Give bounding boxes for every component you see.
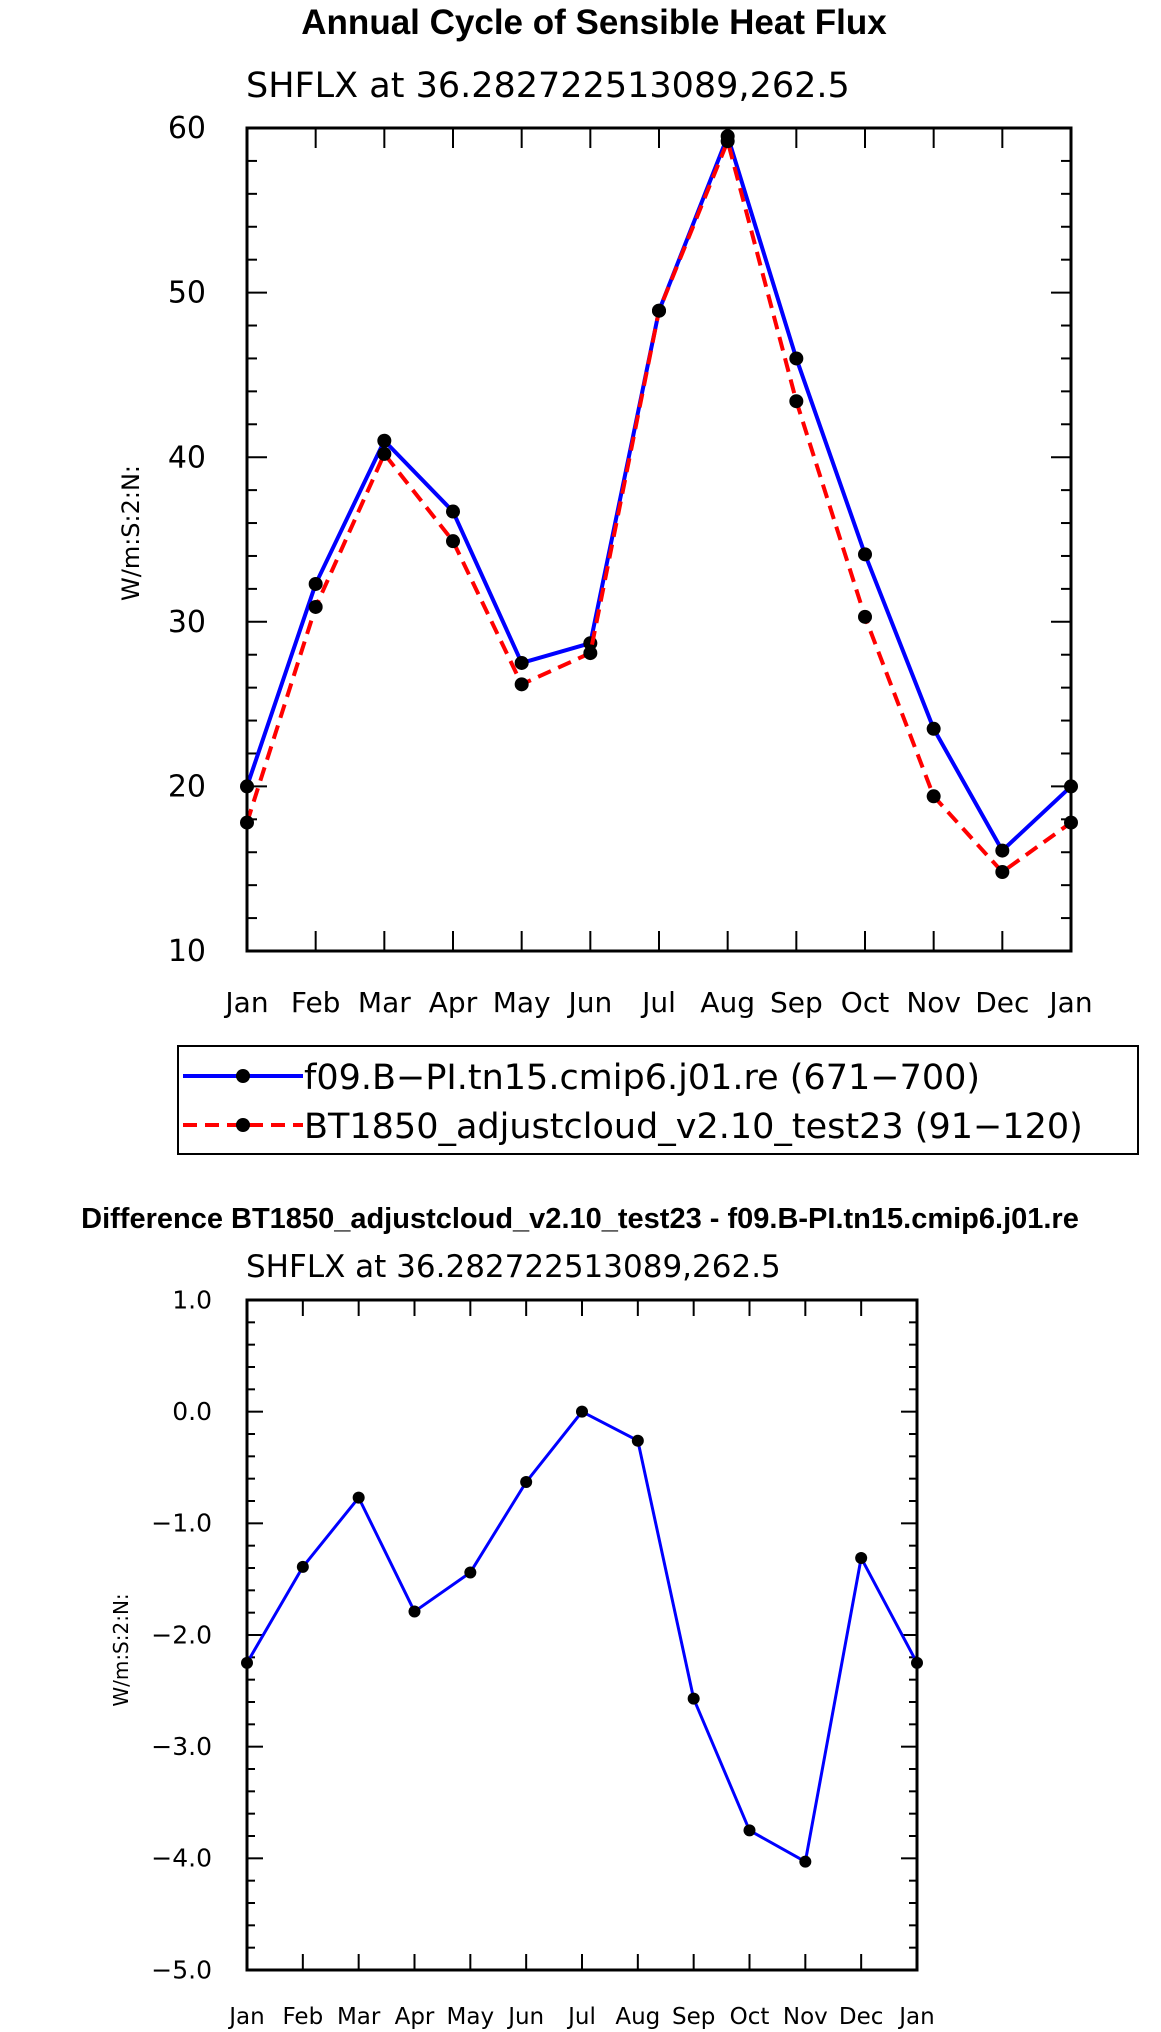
bottom-series-0-point	[408, 1605, 421, 1618]
legend-label-control: f09.B−PI.tn15.cmip6.j01.re (671−700)	[304, 1058, 980, 1098]
top-series-0-point	[789, 351, 804, 366]
bottom-series-0-point	[743, 1824, 756, 1837]
top-ytick-label: 50	[168, 276, 206, 311]
bottom-chart-subtitle: SHFLX at 36.282722513089,262.5	[246, 1249, 781, 1285]
bottom-series-0-point	[631, 1434, 644, 1447]
top-xtick-label: Feb	[291, 986, 341, 1019]
bottom-series-0-point	[687, 1692, 700, 1705]
legend: f09.B−PI.tn15.cmip6.j01.re (671−700) BT1…	[177, 1045, 1139, 1155]
top-series-1-point	[995, 864, 1010, 879]
legend-marker-control	[236, 1069, 250, 1083]
top-xtick-label: Sep	[770, 986, 823, 1019]
top-series-1-point	[377, 446, 392, 461]
top-ytick-label: 20	[168, 769, 206, 804]
top-series-1-point	[583, 646, 598, 661]
bottom-xtick-label: Sep	[672, 2004, 715, 2030]
top-series-1-point	[858, 609, 872, 624]
bottom-chart-axes: Jan Feb Mar Apr May Jun Jul Aug Sep Oct Nov Dec Jan−…	[151, 1285, 934, 2030]
bottom-ytick-label: −2.0	[151, 1620, 212, 1649]
top-chart-frame	[245, 126, 1073, 953]
top-series-1-point	[514, 677, 529, 692]
bottom-xtick-label: Oct	[730, 2004, 770, 2030]
bottom-ytick-label: −4.0	[151, 1844, 212, 1873]
legend-box	[177, 1045, 1139, 1155]
bottom-xtick-label: Jan	[897, 2004, 934, 2030]
top-xtick-label: Aug	[700, 986, 755, 1019]
bottom-series-0-point	[464, 1566, 477, 1579]
bottom-series-0-point	[520, 1476, 533, 1489]
top-xtick-label: Oct	[841, 986, 889, 1019]
bottom-chart-frame	[245, 1298, 919, 1972]
bottom-ytick-label: −5.0	[151, 1955, 212, 1984]
top-series-line-0	[245, 134, 1073, 853]
top-xtick-label: Jul	[640, 986, 676, 1019]
top-series-0-point	[858, 547, 872, 562]
top-series-1-point	[652, 303, 666, 318]
legend-label-test: BT1850_adjustcloud_v2.10_test23 (91−120)	[304, 1107, 1083, 1147]
top-series-1-point	[308, 599, 323, 614]
top-xtick-label: Jan	[1047, 986, 1092, 1019]
top-chart-series	[240, 129, 1078, 879]
top-series-0-point	[514, 655, 529, 670]
top-ytick-label: 60	[168, 111, 206, 146]
bottom-xtick-label: Dec	[839, 2004, 884, 2030]
top-xtick-label: Jan	[223, 986, 268, 1019]
top-series-line-1	[245, 139, 1073, 874]
bottom-ytick-label: −1.0	[151, 1509, 212, 1538]
top-series-0-point	[926, 721, 941, 736]
top-xtick-label: Apr	[429, 986, 478, 1019]
bottom-ytick-label: 0.0	[172, 1397, 212, 1426]
top-xtick-label: Mar	[358, 986, 411, 1019]
top-chart-axes: Jan Feb Mar Apr May Jun Jul Aug Sep Oct Nov Dec Jan 1…	[168, 111, 1093, 1019]
top-chart-subtitle: SHFLX at 36.282722513089,262.5	[246, 66, 850, 106]
top-ytick-label: 10	[168, 934, 206, 969]
bottom-xtick-label: May	[447, 2004, 495, 2030]
bottom-series-0-point	[296, 1560, 309, 1573]
top-series-1-point	[926, 789, 941, 804]
bottom-series-line-0	[245, 1410, 919, 1864]
bottom-series-0-point	[576, 1405, 588, 1418]
bottom-xtick-label: Jul	[566, 2004, 596, 2030]
bottom-ytick-label: 1.0	[172, 1285, 212, 1314]
bottom-series-0-point	[855, 1551, 868, 1564]
bottom-xtick-label: Jun	[506, 2004, 544, 2030]
top-chart-title: Annual Cycle of Sensible Heat Flux	[301, 3, 887, 42]
top-xtick-label: May	[493, 986, 551, 1019]
bottom-xtick-label: Nov	[783, 2004, 828, 2030]
bottom-xtick-label: Feb	[282, 2004, 323, 2030]
bottom-xtick-label: Aug	[615, 2004, 660, 2030]
bottom-xtick-label: Jan	[227, 2004, 264, 2030]
legend-marker-test	[236, 1118, 250, 1132]
top-ytick-label: 40	[168, 440, 206, 475]
bottom-series-0-point	[799, 1855, 812, 1868]
bottom-chart-ylabel: W/m:S:2:N:	[109, 1593, 133, 1706]
top-xtick-label: Dec	[975, 986, 1029, 1019]
top-series-0-point	[308, 576, 323, 591]
bottom-ytick-label: −3.0	[151, 1732, 212, 1761]
top-series-1-point	[789, 394, 804, 409]
top-series-1-point	[446, 534, 460, 549]
bottom-chart-series	[241, 1405, 923, 1868]
top-chart-ylabel: W/m:S:2:N:	[117, 465, 145, 601]
bottom-chart-title: Difference BT1850_adjustcloud_v2.10_test…	[81, 1203, 1079, 1235]
bottom-xtick-label: Mar	[337, 2004, 381, 2030]
top-series-0-point	[995, 843, 1010, 858]
bottom-xtick-label: Apr	[395, 2004, 435, 2030]
top-xtick-label: Jun	[566, 986, 612, 1019]
bottom-series-0-point	[352, 1491, 365, 1504]
top-ytick-label: 30	[168, 605, 206, 640]
top-series-1-point	[720, 134, 735, 149]
top-series-0-point	[446, 504, 460, 519]
top-xtick-label: Nov	[906, 986, 961, 1019]
top-series-0-point	[377, 433, 392, 448]
